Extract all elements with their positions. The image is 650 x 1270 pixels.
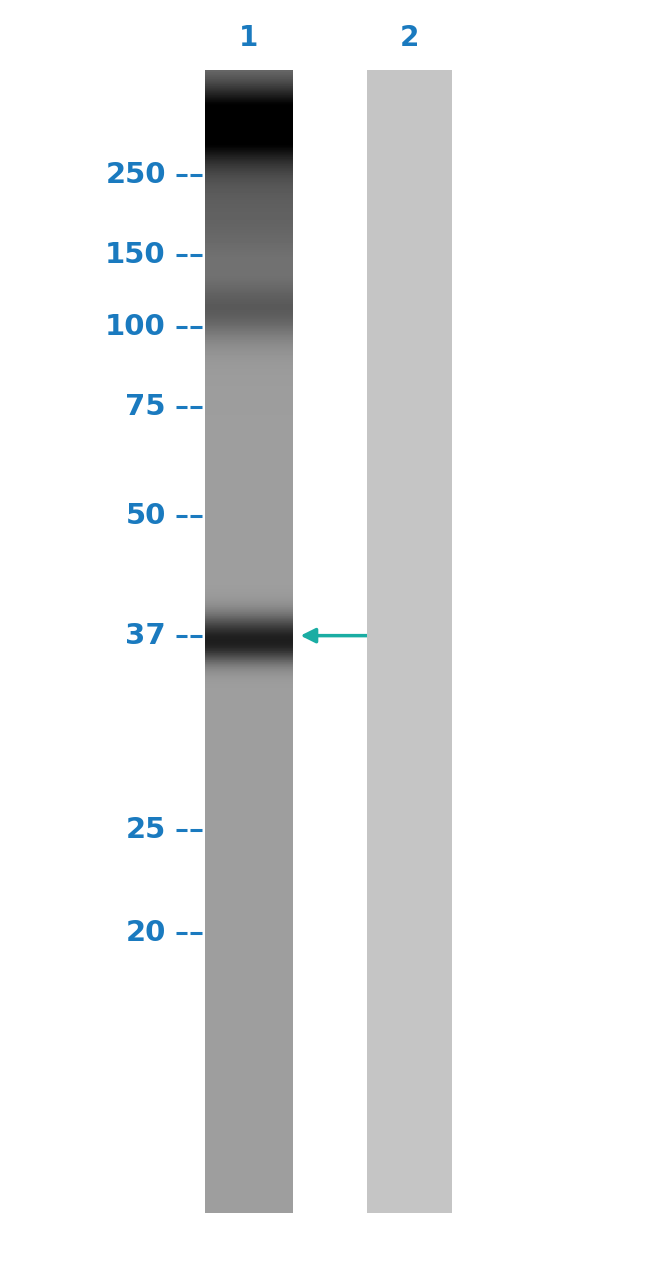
Text: 2: 2 — [400, 24, 419, 52]
Text: 250: 250 — [105, 161, 166, 189]
Text: 75: 75 — [125, 392, 166, 422]
Text: 150: 150 — [105, 241, 166, 269]
Text: 100: 100 — [105, 312, 166, 342]
Text: 1: 1 — [239, 24, 258, 52]
Text: 20: 20 — [125, 918, 166, 947]
Text: 50: 50 — [125, 502, 166, 530]
Text: 37: 37 — [125, 621, 166, 650]
Text: 25: 25 — [125, 815, 166, 845]
